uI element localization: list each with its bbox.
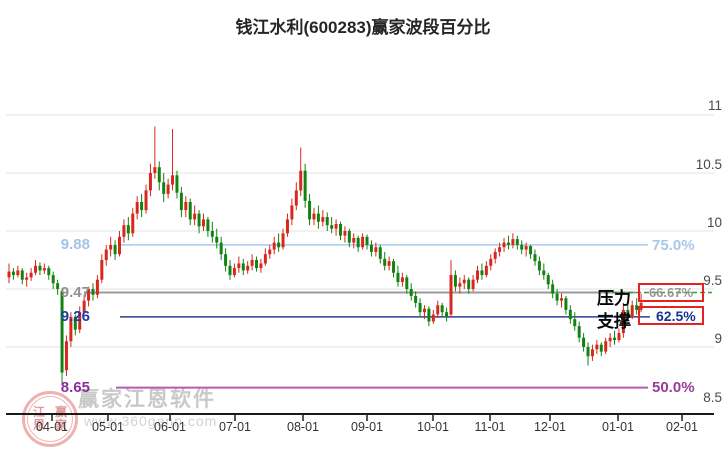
watermark-seal-chars: 江 赢 恩 家 — [27, 396, 73, 442]
watermark-brand: 赢家江恩软件 — [78, 388, 216, 411]
watermark-url: www.360gann.com — [84, 413, 218, 429]
seal-char: 家 — [54, 418, 67, 432]
seal-char: 赢 — [54, 405, 67, 419]
seal-char: 恩 — [32, 418, 45, 432]
page-title: 钱江水利(600283)赢家波段百分比 — [235, 18, 491, 37]
watermark-seal-icon: 江 赢 恩 家 — [22, 391, 78, 447]
seal-char: 江 — [32, 405, 45, 419]
